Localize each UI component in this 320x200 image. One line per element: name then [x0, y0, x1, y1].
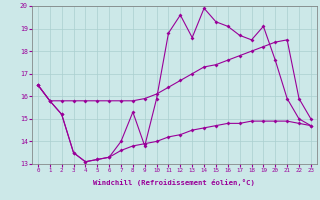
X-axis label: Windchill (Refroidissement éolien,°C): Windchill (Refroidissement éolien,°C)	[93, 179, 255, 186]
